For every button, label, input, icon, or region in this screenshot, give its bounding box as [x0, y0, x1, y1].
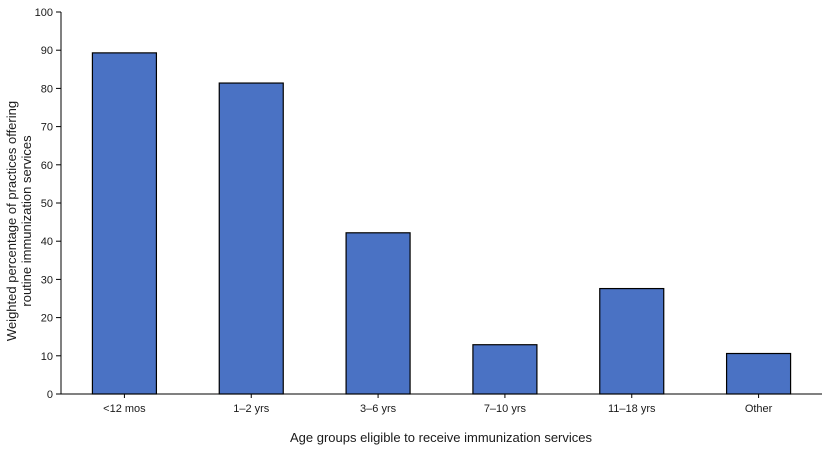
- y-tick-label: 90: [41, 45, 53, 57]
- y-tick-label: 10: [41, 351, 53, 363]
- y-tick-label: 80: [41, 83, 53, 95]
- y-tick-label: 70: [41, 122, 53, 134]
- x-tick-label: <12 mos: [103, 403, 146, 415]
- x-axis-title: Age groups eligible to receive immunizat…: [290, 430, 593, 445]
- bar: [599, 287, 665, 395]
- x-tick-label: 11–18 yrs: [608, 403, 656, 415]
- x-tick-label: 7–10 yrs: [484, 403, 527, 415]
- y-axis-title-line-1: Weighted percentage of practices offerin…: [4, 101, 19, 341]
- y-axis-ticks: 0 10 20 30 40 50 60 70 80 90 100: [35, 7, 61, 401]
- y-tick-label: 0: [47, 389, 53, 401]
- bar: [725, 352, 792, 395]
- y-tick-label: 100: [35, 7, 53, 19]
- bar: [218, 82, 284, 395]
- y-tick-label: 40: [41, 236, 53, 248]
- y-tick-label: 30: [41, 274, 53, 286]
- x-tick-label: Other: [745, 403, 773, 415]
- x-tick-label: 1–2 yrs: [233, 403, 270, 415]
- y-tick-label: 60: [41, 160, 53, 172]
- bar: [91, 52, 158, 395]
- bars-group: [91, 52, 792, 395]
- bar: [345, 232, 411, 395]
- x-tick-label: 3–6 yrs: [360, 403, 397, 415]
- y-tick-label: 50: [41, 198, 53, 210]
- y-tick-label: 20: [41, 313, 53, 325]
- x-axis-ticks: <12 mos 1–2 yrs 3–6 yrs 7–10 yrs 11–18 yrs Ot…: [103, 394, 773, 415]
- y-axis-title-line-2: routine immunization services: [19, 135, 34, 307]
- bar: [472, 344, 538, 395]
